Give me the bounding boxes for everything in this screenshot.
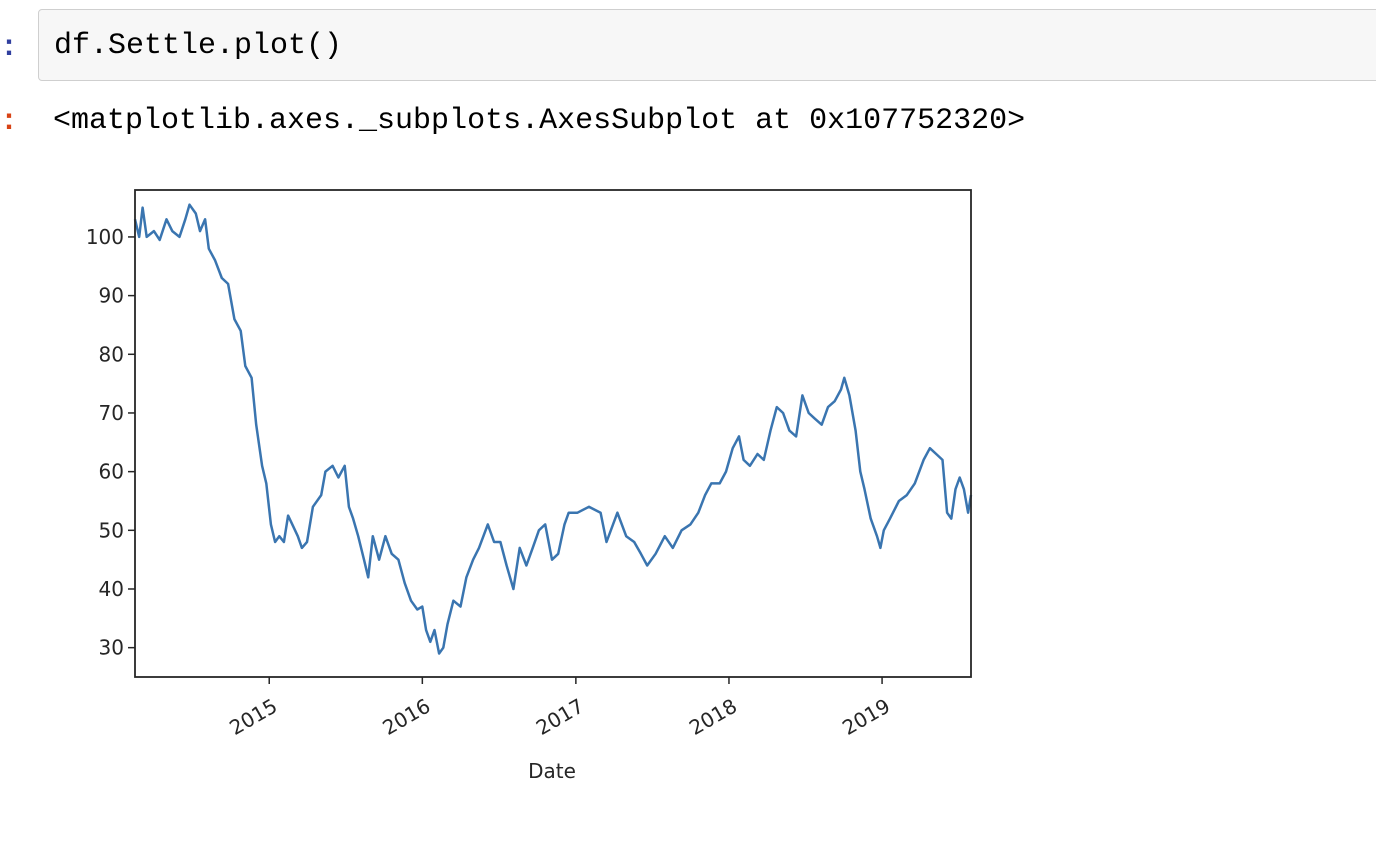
settle-series-line [133,203,973,655]
code-input-cell[interactable]: df.Settle.plot() [38,9,1376,81]
output-prompt: : [0,105,19,139]
x-tick-label: 2016 [378,694,434,740]
x-tick-label: 2018 [685,694,741,740]
x-tick-label: 2015 [225,694,281,740]
x-tick-label: 2017 [532,694,588,740]
y-axis-ticks: 30 40 50 60 70 80 90 100 [86,225,135,660]
y-tick-label: 80 [99,342,124,366]
y-tick-label: 40 [99,577,124,601]
y-tick-label: 90 [99,284,124,308]
code-text[interactable]: df.Settle.plot() [54,29,343,63]
y-tick-label: 100 [86,225,124,249]
x-axis-label: Date [528,759,576,783]
output-repr-text: <matplotlib.axes._subplots.AxesSubplot a… [53,104,1026,138]
y-tick-label: 50 [99,518,124,542]
axes-frame [134,189,972,678]
x-axis-ticks: 2015 2016 2017 2018 2019 [225,677,894,740]
y-tick-label: 30 [99,636,124,660]
y-tick-label: 60 [99,460,124,484]
input-prompt: : [0,31,19,65]
x-tick-label: 2019 [838,694,894,740]
y-tick-label: 70 [99,401,124,425]
